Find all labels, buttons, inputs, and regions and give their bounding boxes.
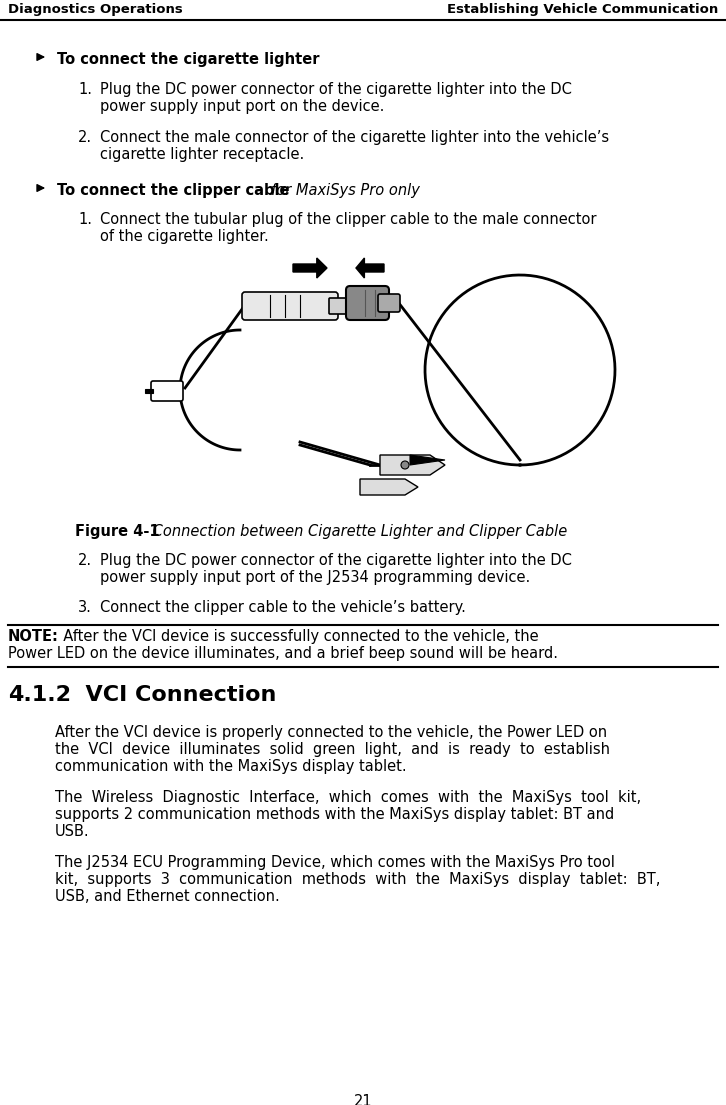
Polygon shape [356, 257, 384, 278]
FancyBboxPatch shape [329, 298, 346, 314]
Text: the  VCI  device  illuminates  solid  green  light,  and  is  ready  to  establi: the VCI device illuminates solid green l… [55, 741, 610, 757]
Polygon shape [293, 257, 327, 278]
Text: Establishing Vehicle Communication: Establishing Vehicle Communication [446, 3, 718, 15]
Text: power supply input port of the J2534 programming device.: power supply input port of the J2534 pro… [100, 570, 530, 585]
FancyBboxPatch shape [378, 294, 400, 312]
Polygon shape [380, 455, 445, 475]
Text: NOTE:: NOTE: [8, 629, 59, 644]
Text: 21: 21 [354, 1094, 372, 1105]
Text: kit,  supports  3  communication  methods  with  the  MaxiSys  display  tablet: : kit, supports 3 communication methods wi… [55, 872, 661, 887]
Text: 4.1.2: 4.1.2 [8, 685, 71, 705]
FancyBboxPatch shape [346, 286, 389, 320]
FancyBboxPatch shape [242, 292, 338, 320]
Text: of the cigarette lighter.: of the cigarette lighter. [100, 229, 269, 244]
Text: power supply input port on the device.: power supply input port on the device. [100, 99, 384, 114]
Text: To connect the cigarette lighter: To connect the cigarette lighter [57, 52, 319, 67]
Text: 3.: 3. [78, 600, 92, 615]
FancyBboxPatch shape [151, 381, 183, 401]
Text: The  Wireless  Diagnostic  Interface,  which  comes  with  the  MaxiSys  tool  k: The Wireless Diagnostic Interface, which… [55, 790, 641, 806]
Text: After the VCI device is properly connected to the vehicle, the Power LED on: After the VCI device is properly connect… [55, 725, 607, 740]
Text: 1.: 1. [78, 82, 92, 97]
Text: Connect the male connector of the cigarette lighter into the vehicle’s: Connect the male connector of the cigare… [100, 130, 609, 145]
Text: 2.: 2. [78, 552, 92, 568]
Text: Connect the clipper cable to the vehicle’s battery.: Connect the clipper cable to the vehicle… [100, 600, 466, 615]
Text: To connect the clipper cable: To connect the clipper cable [57, 183, 290, 198]
Text: VCI Connection: VCI Connection [70, 685, 277, 705]
Text: The J2534 ECU Programming Device, which comes with the MaxiSys Pro tool: The J2534 ECU Programming Device, which … [55, 855, 615, 870]
Text: Plug the DC power connector of the cigarette lighter into the DC: Plug the DC power connector of the cigar… [100, 82, 572, 97]
FancyArrow shape [145, 389, 153, 393]
Text: USB.: USB. [55, 824, 89, 839]
Text: Plug the DC power connector of the cigarette lighter into the DC: Plug the DC power connector of the cigar… [100, 552, 572, 568]
Text: cigarette lighter receptacle.: cigarette lighter receptacle. [100, 147, 304, 162]
Circle shape [401, 461, 409, 469]
Text: supports 2 communication methods with the MaxiSys display tablet: BT and: supports 2 communication methods with th… [55, 807, 614, 822]
Polygon shape [360, 478, 418, 495]
Text: 2.: 2. [78, 130, 92, 145]
Text: Diagnostics Operations: Diagnostics Operations [8, 3, 183, 15]
Text: Power LED on the device illuminates, and a brief beep sound will be heard.: Power LED on the device illuminates, and… [8, 646, 558, 661]
Text: Figure 4-1: Figure 4-1 [75, 524, 160, 539]
Text: communication with the MaxiSys display tablet.: communication with the MaxiSys display t… [55, 759, 407, 774]
Text: Connection between Cigarette Lighter and Clipper Cable: Connection between Cigarette Lighter and… [148, 524, 567, 539]
Text: After the VCI device is successfully connected to the vehicle, the: After the VCI device is successfully con… [54, 629, 539, 644]
Text: USB, and Ethernet connection.: USB, and Ethernet connection. [55, 890, 280, 904]
Text: -  for MaxiSys Pro only: - for MaxiSys Pro only [252, 183, 420, 198]
Polygon shape [410, 455, 445, 465]
Text: 1.: 1. [78, 212, 92, 227]
Text: Connect the tubular plug of the clipper cable to the male connector: Connect the tubular plug of the clipper … [100, 212, 597, 227]
